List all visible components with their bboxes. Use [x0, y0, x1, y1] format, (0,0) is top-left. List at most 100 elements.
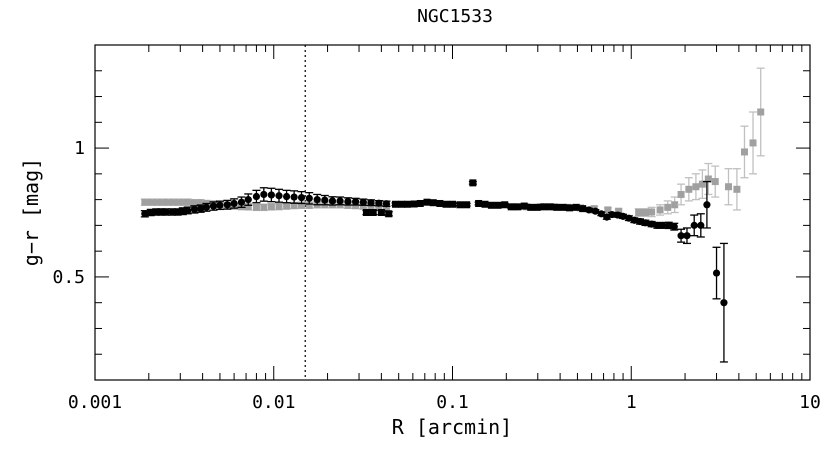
data-point	[481, 200, 489, 208]
x-tick-label: 0.001	[68, 392, 122, 413]
series-group	[140, 67, 765, 218]
series-group	[362, 179, 587, 218]
data-point	[157, 198, 165, 206]
data-point	[690, 221, 698, 229]
data-point	[656, 206, 664, 214]
data-point	[692, 183, 700, 191]
data-point	[403, 200, 411, 208]
x-axis-label: R [arcmin]	[392, 415, 512, 439]
data-point	[267, 191, 275, 199]
data-point	[375, 203, 383, 211]
axis-ticks: 0.001 0.01 0.1 1 10 0.5 1	[52, 45, 821, 413]
y-tick-label: 1	[74, 138, 85, 159]
data-point	[377, 209, 385, 216]
series-group	[584, 180, 728, 363]
data-point	[184, 198, 192, 206]
data-point	[141, 210, 149, 218]
data-point	[757, 108, 765, 116]
data-point	[336, 197, 344, 205]
data-point	[321, 196, 329, 204]
x-tick-label: 0.01	[252, 392, 295, 413]
data-point	[725, 183, 733, 191]
data-point	[740, 148, 748, 156]
data-point	[635, 209, 643, 216]
data-point	[244, 203, 252, 211]
data-point	[487, 201, 495, 209]
data-point	[209, 202, 218, 210]
data-point	[179, 198, 187, 206]
data-point	[168, 208, 176, 216]
data-point	[591, 207, 599, 215]
data-point	[147, 208, 155, 217]
data-point	[305, 201, 313, 209]
data-point	[328, 197, 337, 205]
data-point	[375, 199, 383, 207]
data-point	[553, 203, 561, 211]
data-point	[260, 203, 268, 211]
data-point	[237, 198, 246, 206]
data-point	[698, 180, 706, 188]
data-point	[671, 201, 679, 209]
data-point	[615, 207, 623, 215]
data-point	[579, 205, 587, 213]
data-point	[685, 185, 693, 193]
x-tick-label: 10	[799, 392, 821, 413]
data-point	[619, 212, 627, 220]
data-point	[298, 201, 306, 209]
data-point	[382, 200, 391, 208]
data-point	[359, 198, 367, 206]
data-point	[442, 200, 450, 208]
data-point	[683, 232, 691, 240]
data-point	[533, 203, 541, 211]
data-point	[494, 201, 502, 209]
data-point	[367, 203, 375, 211]
data-point	[664, 203, 672, 211]
data-point	[712, 269, 721, 277]
data-point	[711, 178, 719, 186]
data-point	[398, 200, 406, 208]
data-point	[252, 203, 260, 211]
data-point	[559, 203, 567, 211]
data-point	[625, 214, 633, 222]
data-point	[566, 204, 574, 212]
data-point	[168, 198, 176, 206]
data-point	[283, 202, 291, 210]
data-point	[733, 185, 741, 193]
data-point	[429, 199, 437, 207]
data-point	[449, 200, 456, 208]
data-point	[244, 196, 252, 204]
data-point	[677, 190, 685, 198]
data-point	[297, 193, 306, 202]
data-point	[641, 209, 649, 216]
data-point	[385, 210, 393, 218]
data-point	[641, 219, 650, 227]
data-point	[275, 192, 283, 200]
data-point	[344, 197, 352, 206]
data-point	[290, 193, 298, 201]
data-point	[184, 206, 192, 215]
data-point	[267, 203, 275, 211]
data-point	[514, 203, 522, 211]
y-tick-label: 0.5	[52, 267, 85, 288]
data-point	[367, 199, 375, 207]
data-point	[190, 205, 199, 214]
data-point	[313, 196, 321, 204]
data-point	[230, 199, 238, 208]
data-point	[202, 203, 211, 211]
data-point	[223, 201, 231, 209]
data-point	[704, 175, 712, 183]
data-point	[282, 192, 291, 201]
data-point	[162, 198, 170, 206]
data-point	[677, 232, 685, 240]
data-point	[275, 203, 283, 211]
data-point	[670, 223, 678, 231]
data-point	[527, 203, 535, 211]
series-group	[140, 187, 391, 218]
data-point	[152, 208, 160, 216]
data-point	[469, 179, 477, 187]
data-point	[152, 198, 160, 206]
data-point	[147, 198, 155, 206]
data-point	[252, 192, 261, 201]
